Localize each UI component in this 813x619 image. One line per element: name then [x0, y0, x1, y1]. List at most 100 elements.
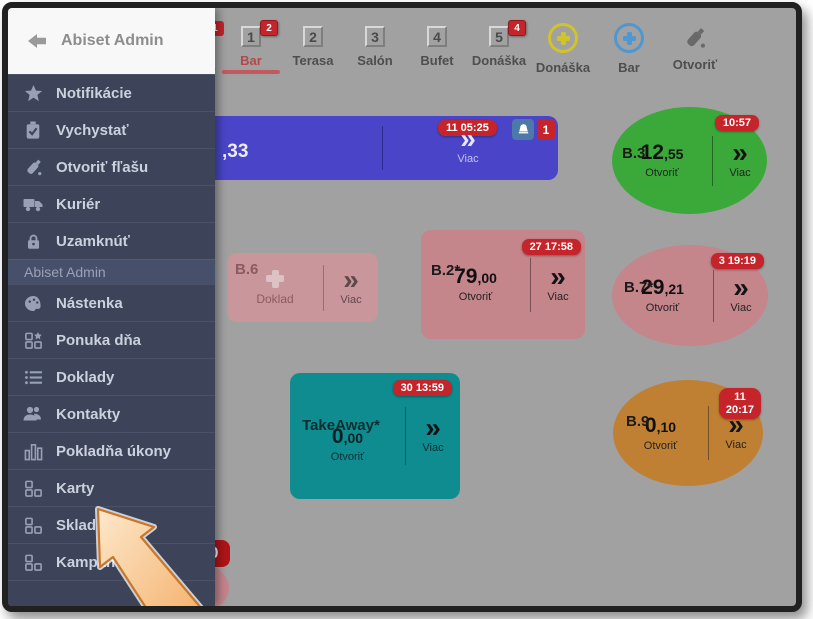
sidebar-item-label: Notifikácie	[56, 84, 132, 102]
blocks-star-icon	[22, 331, 44, 350]
sidebar-item-notifikacie[interactable]: Notifikácie	[8, 74, 215, 111]
more-label: Viac	[547, 290, 569, 303]
star-icon	[22, 84, 44, 103]
card-divider	[530, 257, 531, 312]
more-button[interactable]: » Viac	[324, 253, 378, 322]
notification-count-badge: 1	[537, 119, 555, 140]
list-icon	[22, 369, 44, 386]
tab-number: 4	[427, 26, 447, 47]
clipboard-check-icon	[22, 121, 44, 140]
open-button[interactable]: 79,00 Otvoriť	[421, 230, 530, 339]
sidebar-item-kontakty[interactable]: Kontakty	[8, 395, 215, 432]
action-label: Donáška	[535, 60, 591, 75]
table-card-b9[interactable]: B.9 11 20:17 0,10 Otvoriť » Viac	[613, 380, 763, 486]
more-button[interactable]: » Viac	[713, 107, 767, 214]
card-divider	[712, 135, 713, 186]
time-badge: 30 13:59	[392, 380, 452, 396]
sidebar-item-doklady[interactable]: Doklady	[8, 358, 215, 395]
add-receipt-button[interactable]: Doklad	[227, 253, 323, 322]
time-badge: 10:57	[714, 115, 759, 131]
open-label: Otvoriť	[645, 302, 680, 314]
table-card-b3[interactable]: B.3 10:57 12,55 Otvoriť » Viac	[612, 107, 767, 214]
lock-icon	[22, 232, 44, 251]
palette-icon	[22, 295, 44, 312]
tab-donaska-zone[interactable]: 5 4 Donáška	[468, 20, 530, 75]
more-label: Viac	[457, 153, 479, 165]
tab-bar-zone[interactable]: 1 2 Bar	[220, 20, 282, 75]
sidebar-item-label: Sklad	[56, 516, 97, 534]
tab-number: 3	[365, 26, 385, 47]
sidebar-item-kampane[interactable]: Kampane	[8, 543, 215, 580]
sidebar-item-nastenka[interactable]: Nástenka	[8, 284, 215, 321]
more-button[interactable]: » Viac	[406, 373, 460, 499]
sidebar-item-label: Pokladňa úkony	[56, 442, 172, 460]
double-chevron-icon: »	[425, 412, 441, 443]
double-chevron-icon: »	[460, 123, 476, 154]
tab-label: Bar	[240, 53, 262, 68]
sidebar-item-label: Kuriér	[56, 195, 101, 213]
sidebar-item-kurier[interactable]: Kuriér	[8, 185, 215, 222]
open-button[interactable]: 29,21 Otvoriť	[612, 245, 713, 346]
sidebar-item-label: Vychystať	[56, 121, 129, 139]
people-icon	[22, 405, 44, 423]
tab-terasa-zone[interactable]: 2 Terasa	[282, 26, 344, 75]
table-card-blue[interactable]: ,33 11 05:25 » Viac 1	[148, 116, 558, 180]
double-chevron-icon: »	[343, 263, 359, 295]
sidebar-item-label: Kontakty	[56, 405, 121, 423]
sidebar-menu: Abiset Admin Notifikácie Vychystať Otvor…	[8, 8, 215, 606]
table-name: B.3	[622, 145, 646, 162]
bar-chart-icon	[22, 442, 44, 461]
table-card-b7[interactable]: B.7* 3 19:19 29,21 Otvoriť » Viac	[612, 245, 768, 346]
more-button[interactable]: » Viac	[714, 245, 768, 346]
time-badge: 3 19:19	[710, 253, 764, 269]
table-card-b2[interactable]: B.2* 27 17:58 79,00 Otvoriť » Viac	[421, 230, 585, 339]
more-button[interactable]: » Viac	[413, 123, 523, 166]
add-donaska-button[interactable]: Donáška	[530, 23, 596, 75]
table-name: B.2*	[431, 262, 461, 279]
card-divider	[323, 264, 324, 311]
tab-label: Salón	[357, 53, 393, 68]
table-card-b6[interactable]: B.6 Doklad » Viac	[227, 253, 378, 322]
open-button[interactable]: 0,00 Otvoriť	[290, 373, 405, 499]
table-card-takeaway[interactable]: TakeAway* 30 13:59 0,00 Otvoriť » Viac	[290, 373, 460, 499]
more-button[interactable]: » Viac	[531, 230, 585, 339]
card-amount-partial: ,33	[222, 141, 249, 162]
bottle-icon	[683, 26, 707, 50]
open-label: Otvoriť	[458, 291, 493, 303]
sidebar-header[interactable]: Abiset Admin	[8, 8, 215, 74]
table-name: TakeAway*	[302, 417, 380, 434]
open-button[interactable]: 0,10 Otvoriť	[613, 380, 708, 486]
table-name: B.9	[626, 413, 650, 430]
double-chevron-icon: »	[550, 260, 566, 292]
card-divider	[405, 407, 406, 465]
time-badge: 11 20:17	[718, 388, 761, 420]
receipt-label: Doklad	[256, 291, 294, 306]
time-badge: 11 05:25	[438, 120, 497, 136]
sidebar-item-label: Kampane	[56, 553, 124, 571]
more-label: Viac	[340, 293, 362, 306]
app-window: 1 ť 1 2 Bar 2 Terasa 3 Salón 4 Bufet 5	[2, 2, 802, 612]
sidebar-item-label: Ponuka dňa	[56, 331, 142, 349]
sidebar-item-karty[interactable]: Karty	[8, 469, 215, 506]
add-bar-button[interactable]: Bar	[596, 23, 662, 75]
sidebar-item-otvorit-flasu[interactable]: Otvoriť fľašu	[8, 148, 215, 185]
plus-icon	[266, 269, 284, 288]
plus-circle-icon	[614, 23, 644, 53]
sidebar-item-label: Otvoriť fľašu	[56, 158, 149, 176]
sidebar-item-vychystat[interactable]: Vychystať	[8, 111, 215, 148]
sidebar-item-uzamknut[interactable]: Uzamknúť	[8, 222, 215, 259]
sidebar-item-ponuka-dna[interactable]: Ponuka dňa	[8, 321, 215, 358]
tab-salon-zone[interactable]: 3 Salón	[344, 26, 406, 75]
card-divider	[713, 269, 714, 322]
bell-button[interactable]	[512, 119, 534, 140]
sidebar-item-sklad[interactable]: Sklad	[8, 506, 215, 543]
blocks-icon	[22, 553, 44, 572]
sidebar-title: Abiset Admin	[61, 32, 164, 49]
tab-bufet-zone[interactable]: 4 Bufet	[406, 26, 468, 75]
sidebar-section-label: Abiset Admin	[8, 259, 215, 284]
sidebar-item-label: Doklady	[56, 368, 115, 386]
open-button[interactable]: 12,55 Otvoriť	[612, 107, 712, 214]
open-bottle-button[interactable]: Otvoriť	[662, 26, 728, 75]
table-name: B.7*	[624, 279, 654, 296]
sidebar-item-pokladna-ukony[interactable]: Pokladňa úkony	[8, 432, 215, 469]
